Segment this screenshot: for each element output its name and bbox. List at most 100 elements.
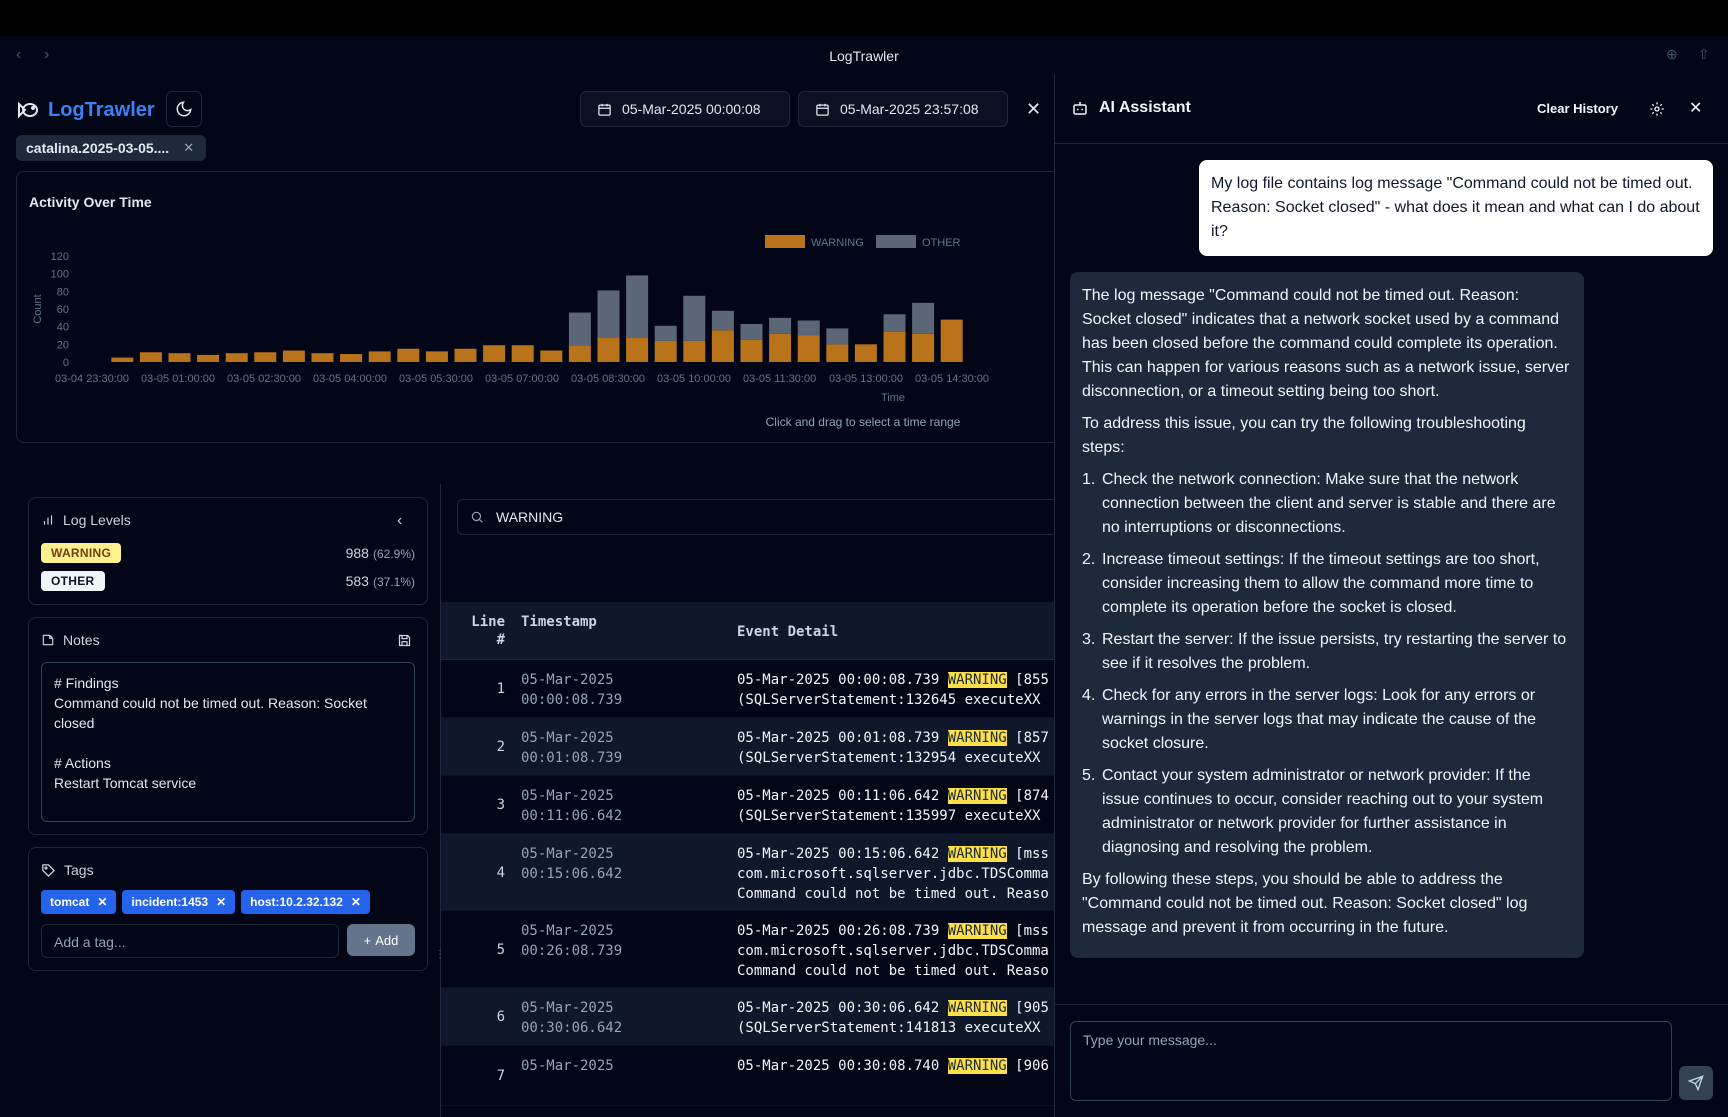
calendar-icon	[598, 103, 611, 116]
close-icon[interactable]: ✕	[216, 895, 227, 909]
table-row[interactable]: 4 05-Mar-2025 00:15:06.642 05-Mar-2025 00:…	[441, 834, 1054, 911]
table-row[interactable]: 6 05-Mar-2025 00:30:06.642 05-Mar-2025 00:…	[441, 988, 1054, 1046]
gear-icon[interactable]	[1649, 101, 1665, 117]
notes-header: Notes	[41, 632, 100, 648]
col-timestamp[interactable]: Timestamp	[521, 614, 597, 630]
timestamp-cell: 05-Mar-2025	[521, 1058, 614, 1074]
step-text: Restart the server: If the issue persist…	[1102, 631, 1567, 672]
x-tick-label: 03-05 14:30:00	[915, 373, 989, 385]
level-highlight: WARNING	[947, 923, 1007, 939]
tag-label: tomcat	[50, 895, 90, 909]
close-icon[interactable]: ✕	[1689, 100, 1703, 117]
send-button[interactable]	[1679, 1066, 1713, 1100]
bar-other	[597, 290, 620, 338]
bar-warning	[854, 344, 877, 362]
bar-other	[711, 310, 734, 331]
panel-divider[interactable]	[440, 484, 441, 1117]
warning-badge[interactable]: WARNING	[41, 543, 122, 563]
x-tick-label: 03-04 23:30:00	[55, 373, 129, 385]
timestamp-cell: 05-Mar-2025 00:01:08.739	[521, 730, 623, 766]
line-number: 3	[496, 797, 505, 813]
window-titlebar: ‹ › LogTrawler ⊕ ⇧	[0, 36, 1728, 74]
bar-other	[769, 317, 792, 334]
activity-chart[interactable]: Activity Over Time 0 20 40 60 80 100 120 Count 0…	[16, 171, 1054, 443]
close-icon[interactable]: ✕	[350, 895, 361, 909]
timestamp-cell: 05-Mar-2025 00:00:08.739	[521, 672, 623, 708]
event-cell: 05-Mar-2025 00:15:06.642 WARNING [mss co…	[737, 846, 1049, 902]
end-date-button[interactable]: 05-Mar-2025 23:57:08	[798, 91, 1008, 127]
add-tag-button[interactable]: + Add	[347, 924, 415, 956]
start-date-button[interactable]: 05-Mar-2025 00:00:08	[580, 91, 790, 127]
y-tick-label: 120	[51, 251, 69, 263]
col-line[interactable]: Line	[471, 614, 505, 630]
share-icon[interactable]: ⇧	[1698, 46, 1710, 62]
file-chip-label: catalina.2025-03-05....	[26, 140, 170, 156]
table-row[interactable]: 1 05-Mar-2025 00:00:08.739 05-Mar-2025 00:…	[441, 660, 1054, 718]
calendar-icon	[816, 103, 829, 116]
level-highlight: WARNING	[947, 788, 1007, 804]
bar-warning	[511, 345, 534, 362]
bar-other	[797, 320, 820, 336]
level-row-warning[interactable]: WARNING 988 (62.9%)	[41, 542, 415, 564]
bar-warning	[769, 333, 792, 362]
drag-handle-icon[interactable]: ⋮	[435, 949, 445, 960]
bar-warning	[254, 352, 277, 362]
tag-chip[interactable]: tomcat ✕	[41, 890, 117, 914]
bar-warning	[111, 357, 134, 362]
col-line-sub: #	[496, 632, 505, 648]
search-input[interactable]: WARNING	[457, 499, 1054, 535]
close-icon[interactable]: ✕	[183, 140, 195, 155]
os-menubar	[0, 0, 1728, 36]
bar-warning	[368, 351, 391, 362]
notes-textarea[interactable]: # Findings Command could not be timed ou…	[41, 662, 415, 822]
bar-warning	[397, 348, 420, 362]
y-tick-label: 0	[63, 357, 69, 369]
y-tick-label: 20	[57, 339, 69, 351]
save-icon[interactable]	[397, 633, 412, 648]
legend-swatch-other	[876, 235, 916, 248]
table-row[interactable]: 7 05-Mar-2025 05-Mar-2025 00:30:08.740 WAR…	[441, 1046, 1054, 1106]
event-cell: 05-Mar-2025 00:26:08.739 WARNING [mss co…	[737, 923, 1049, 979]
bar-other	[568, 312, 591, 346]
bar-warning	[740, 339, 763, 362]
assistant-title-wrap: AI Assistant	[1071, 99, 1191, 117]
tag-chip[interactable]: incident:1453 ✕	[122, 890, 236, 914]
tags-card: Tags tomcat ✕ incident:1453 ✕ host:10.2.32…	[28, 847, 428, 971]
bar-warning	[540, 350, 563, 362]
collapse-icon[interactable]: ‹	[397, 512, 403, 529]
legend-label-warning: WARNING	[811, 237, 864, 249]
table-row[interactable]: 3 05-Mar-2025 00:11:06.642 05-Mar-2025 00:…	[441, 776, 1054, 834]
tag-chip[interactable]: host:10.2.32.132 ✕	[241, 890, 370, 914]
event-cell: 05-Mar-2025 00:30:08.740 WARNING [906	[737, 1058, 1049, 1074]
bar-warning	[683, 340, 706, 362]
x-tick-label: 03-05 08:30:00	[571, 373, 645, 385]
table-row[interactable]: 2 05-Mar-2025 00:01:08.739 05-Mar-2025 00:…	[441, 718, 1054, 776]
steps-list: 1. Check the network connection: Make sur…	[1082, 468, 1572, 860]
back-icon[interactable]: ‹	[16, 46, 22, 63]
level-row-other[interactable]: OTHER 583 (37.1%)	[41, 570, 415, 592]
theme-toggle-button[interactable]	[166, 91, 202, 127]
download-icon[interactable]: ⊕	[1666, 46, 1678, 62]
bar-warning	[940, 319, 963, 362]
clear-history-button[interactable]: Clear History	[1537, 101, 1618, 116]
col-event[interactable]: Event Detail	[737, 624, 839, 640]
close-icon[interactable]: ✕	[97, 895, 108, 909]
bar-warning	[425, 351, 448, 362]
file-chip[interactable]: catalina.2025-03-05.... ✕	[16, 135, 207, 161]
x-tick-label: 03-05 07:00:00	[485, 373, 559, 385]
bar-other	[683, 295, 706, 341]
level-highlight: WARNING	[947, 1058, 1007, 1074]
bar-other	[912, 302, 935, 334]
add-tag-label: Add	[375, 932, 399, 948]
forward-icon[interactable]: ›	[44, 46, 50, 63]
clear-range-icon[interactable]: ✕	[1026, 99, 1042, 119]
timestamp-cell: 05-Mar-2025 00:30:06.642	[521, 1000, 623, 1036]
chat-input[interactable]: Type your message...	[1070, 1021, 1672, 1101]
bar-warning	[139, 352, 162, 362]
table-row[interactable]: 5 05-Mar-2025 00:26:08.739 05-Mar-2025 00:…	[441, 911, 1054, 988]
bar-warning	[311, 353, 334, 362]
tag-input[interactable]: Add a tag...	[41, 924, 339, 958]
bar-other	[740, 324, 763, 340]
chart-canvas[interactable]: 0 20 40 60 80 100 120 Count 03-04 23:30:00 03-05 …	[17, 172, 1054, 444]
other-badge[interactable]: OTHER	[41, 571, 105, 591]
